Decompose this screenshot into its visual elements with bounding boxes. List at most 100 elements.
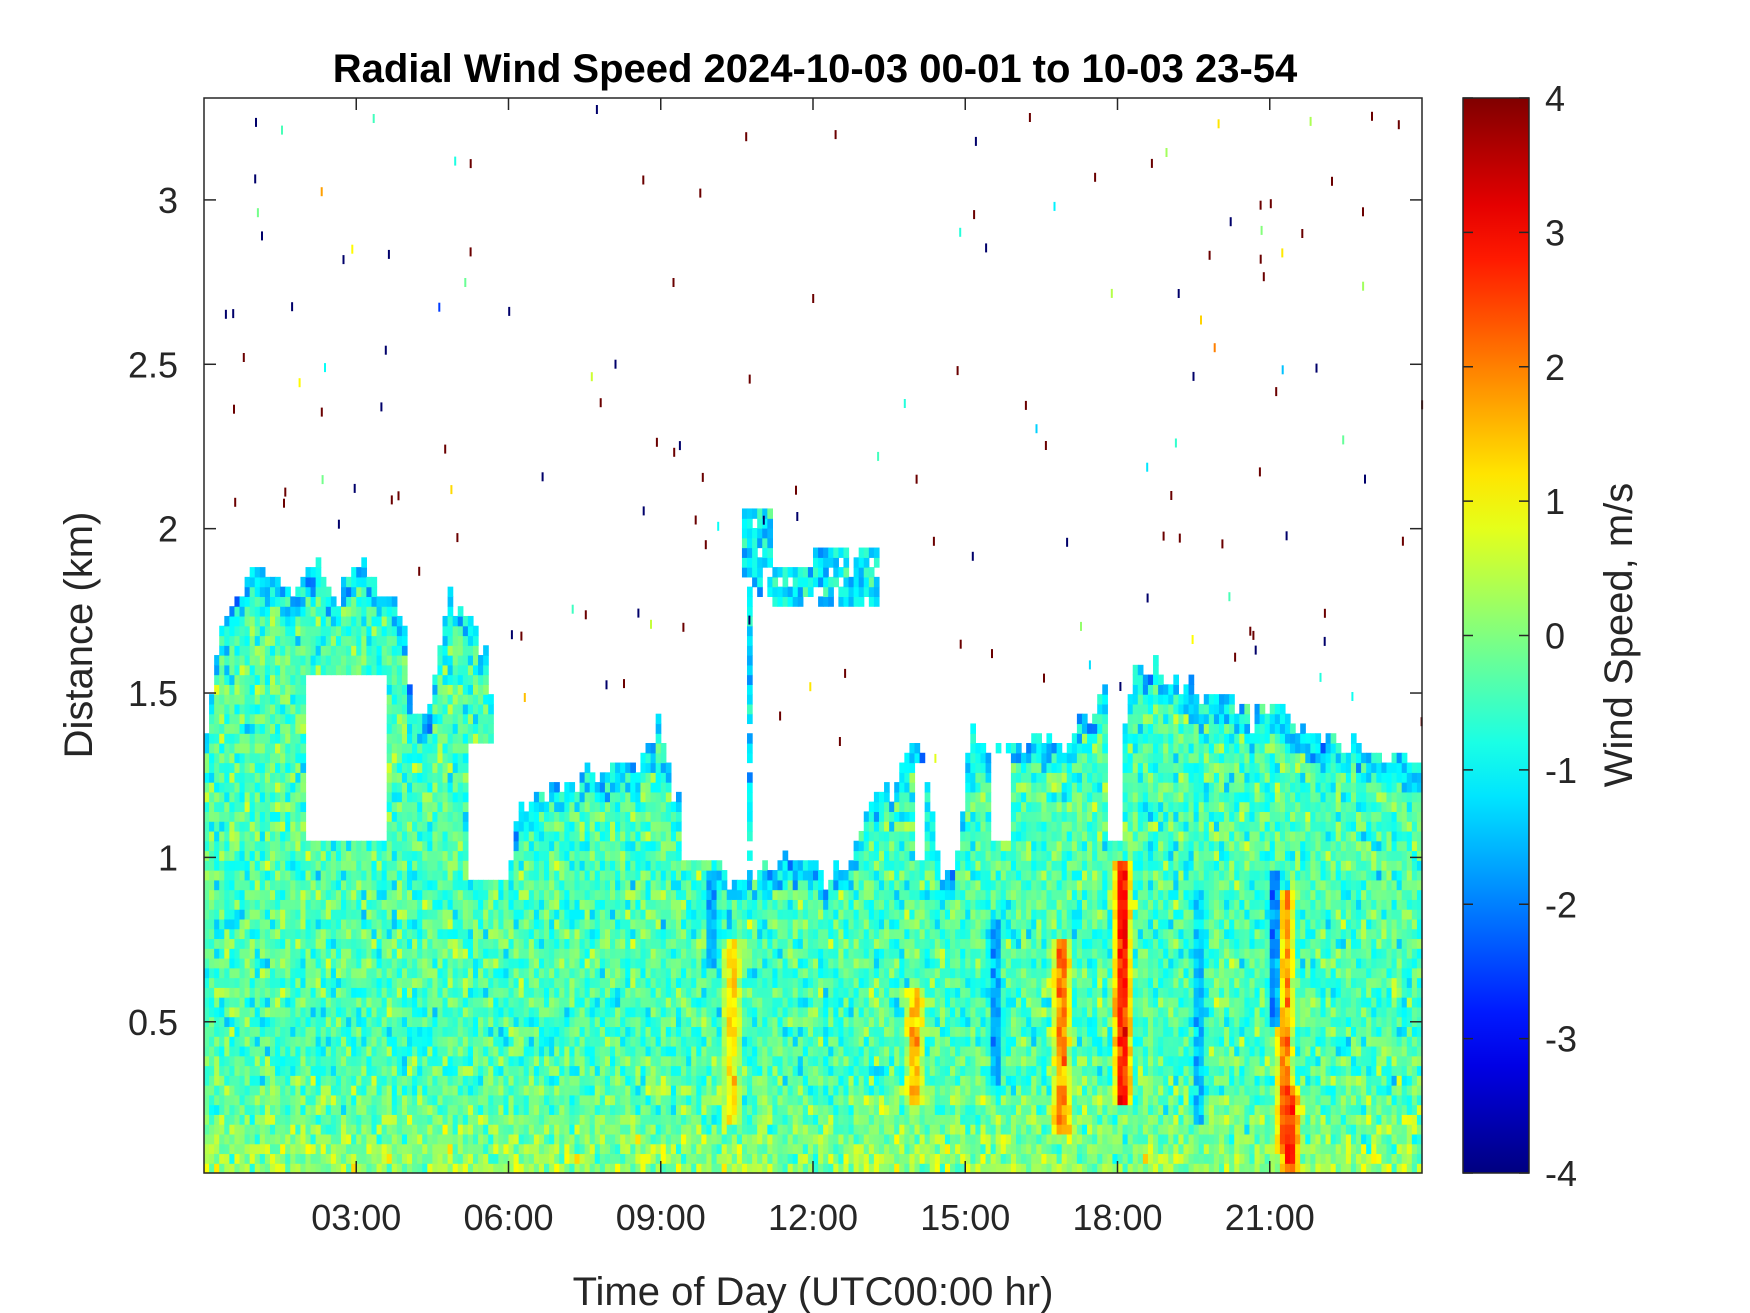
- heatmap-cell: [665, 821, 672, 832]
- heatmap-cell: [452, 821, 459, 832]
- heatmap-cell: [599, 918, 606, 930]
- heatmap-cell: [432, 743, 439, 754]
- heatmap-cell: [229, 1163, 236, 1174]
- heatmap-cell: [538, 1055, 545, 1067]
- heatmap-cell: [457, 909, 464, 920]
- heatmap-cell: [554, 918, 560, 930]
- heatmap-cell: [259, 625, 266, 637]
- heatmap-cell: [747, 948, 753, 959]
- heatmap-cell: [229, 1075, 236, 1086]
- heatmap-cell: [696, 958, 702, 969]
- heatmap-cell: [396, 870, 403, 881]
- heatmap-cell: [417, 782, 423, 793]
- heatmap-cell: [518, 928, 525, 940]
- heatmap-cell: [757, 1006, 763, 1018]
- heatmap-cell: [259, 928, 266, 940]
- heatmap-cell: [655, 958, 662, 969]
- heatmap-cell: [361, 1016, 367, 1028]
- heatmap-cell: [401, 743, 408, 754]
- heatmap-cell: [752, 928, 758, 940]
- heatmap-cell: [422, 811, 428, 822]
- heatmap-cell: [275, 703, 281, 715]
- heatmap-cell: [731, 1065, 738, 1076]
- heatmap-cell: [701, 1016, 708, 1028]
- heatmap-cell: [655, 1104, 662, 1115]
- heatmap-cell: [620, 860, 626, 871]
- heatmap-cell: [681, 967, 687, 979]
- heatmap-cell: [386, 1055, 393, 1067]
- heatmap-cell: [721, 889, 728, 900]
- heatmap-cell: [310, 1133, 317, 1145]
- heatmap-cell: [635, 801, 642, 813]
- heatmap-cell: [290, 625, 296, 637]
- heatmap-cell: [244, 1133, 251, 1145]
- heatmap-cell: [747, 508, 753, 519]
- heatmap-cell: [747, 1104, 753, 1115]
- heatmap-cell: [594, 1094, 601, 1106]
- heatmap-cell: [381, 850, 388, 861]
- heatmap-cell: [366, 645, 373, 656]
- heatmap-cell: [300, 801, 307, 813]
- heatmap-cell: [675, 928, 682, 940]
- heatmap-cell: [341, 1055, 347, 1067]
- heatmap-cell: [442, 821, 449, 832]
- heatmap-cell: [280, 1124, 286, 1135]
- heatmap-cell: [706, 879, 713, 891]
- heatmap-cell: [447, 1065, 454, 1076]
- heatmap-cell: [275, 1114, 281, 1125]
- heatmap-cell: [493, 1114, 499, 1125]
- heatmap-cell: [584, 967, 591, 979]
- heatmap-cell: [640, 997, 647, 1008]
- heatmap-cell: [549, 1055, 555, 1067]
- heatmap-cell: [386, 1104, 393, 1115]
- heatmap-cell: [696, 1153, 702, 1164]
- heatmap-cell: [757, 576, 763, 588]
- heatmap-cell: [574, 1163, 581, 1174]
- heatmap-cell: [214, 684, 220, 695]
- heatmap-cell: [391, 830, 398, 842]
- heatmap-cell: [447, 811, 454, 822]
- heatmap-cell: [396, 1114, 403, 1125]
- heatmap-cell: [310, 840, 317, 852]
- heatmap-cell: [401, 860, 408, 871]
- heatmap-cell: [645, 1143, 652, 1155]
- heatmap-cell: [254, 909, 261, 920]
- heatmap-cell: [305, 1143, 312, 1155]
- heatmap-cell: [325, 1143, 332, 1155]
- heatmap-cell: [417, 889, 423, 900]
- heatmap-cell: [604, 967, 611, 979]
- heatmap-cell: [670, 918, 677, 930]
- heatmap-cell: [721, 1065, 728, 1076]
- heatmap-cell: [407, 948, 413, 959]
- heatmap-cell: [285, 615, 291, 627]
- heatmap-cell: [412, 928, 418, 940]
- heatmap-cell: [681, 1124, 687, 1135]
- heatmap-cell: [300, 1114, 307, 1125]
- heatmap-cell: [650, 850, 657, 861]
- heatmap-cell: [391, 723, 398, 734]
- heatmap-cell: [747, 1114, 753, 1125]
- heatmap-cell: [427, 870, 433, 881]
- heatmap-cell: [620, 1143, 626, 1155]
- heatmap-cell: [630, 791, 636, 803]
- heatmap-cell: [239, 987, 246, 998]
- heatmap-cell: [325, 1016, 332, 1028]
- heatmap-cell: [407, 811, 413, 822]
- heatmap-cell: [528, 1104, 535, 1115]
- heatmap-cell: [670, 1114, 677, 1125]
- heatmap-cell: [660, 870, 667, 881]
- heatmap-cell: [554, 1114, 560, 1125]
- heatmap-cell: [320, 1026, 327, 1037]
- heatmap-cell: [412, 889, 418, 900]
- heatmap-cell: [579, 1163, 586, 1174]
- heatmap-cell: [528, 928, 535, 940]
- heatmap-cell: [341, 1075, 347, 1086]
- heatmap-cell: [681, 1075, 687, 1086]
- heatmap-cell: [503, 1006, 510, 1018]
- heatmap-cell: [254, 694, 261, 705]
- heatmap-cell: [219, 1055, 225, 1067]
- heatmap-cell: [523, 889, 530, 900]
- heatmap-cell: [401, 987, 408, 998]
- heatmap-cell: [295, 840, 302, 852]
- heatmap-cell: [726, 928, 733, 940]
